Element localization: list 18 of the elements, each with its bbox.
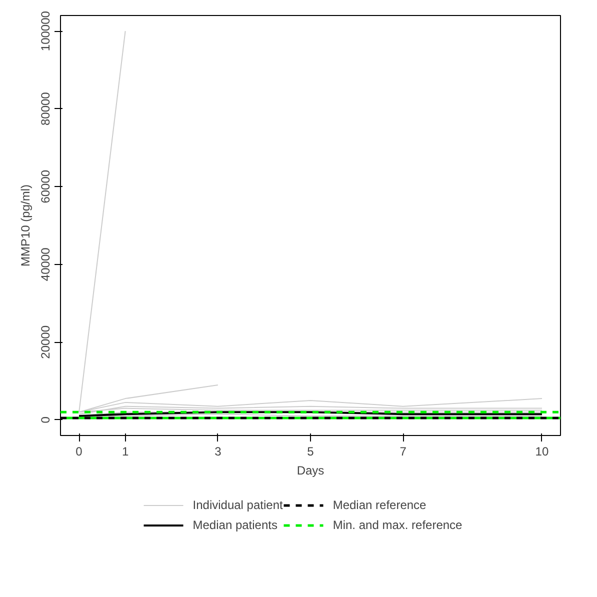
x-tick-label: 5 <box>307 444 314 458</box>
x-tick-label: 3 <box>214 444 222 458</box>
x-tick-label: 7 <box>400 444 407 458</box>
y-tick-label: 20000 <box>38 325 52 359</box>
x-axis-title: Days <box>296 464 324 478</box>
x-tick-label: 10 <box>535 444 549 458</box>
x-tick-label: 0 <box>76 444 83 458</box>
y-axis-title: MMP10 (pg/ml) <box>18 184 32 267</box>
y-tick-label: 40000 <box>38 247 52 282</box>
legend-label: Median reference <box>332 498 426 512</box>
y-tick-label: 60000 <box>38 170 52 204</box>
legend-label: Median patients <box>192 518 278 532</box>
y-tick-label: 100000 <box>38 10 52 52</box>
legend-label: Individual patient <box>192 498 283 512</box>
y-tick-label: 80000 <box>38 92 52 126</box>
legend-label: Min. and max. reference <box>332 518 462 532</box>
x-tick-label: 1 <box>122 444 129 458</box>
y-tick-label: 0 <box>38 416 52 424</box>
